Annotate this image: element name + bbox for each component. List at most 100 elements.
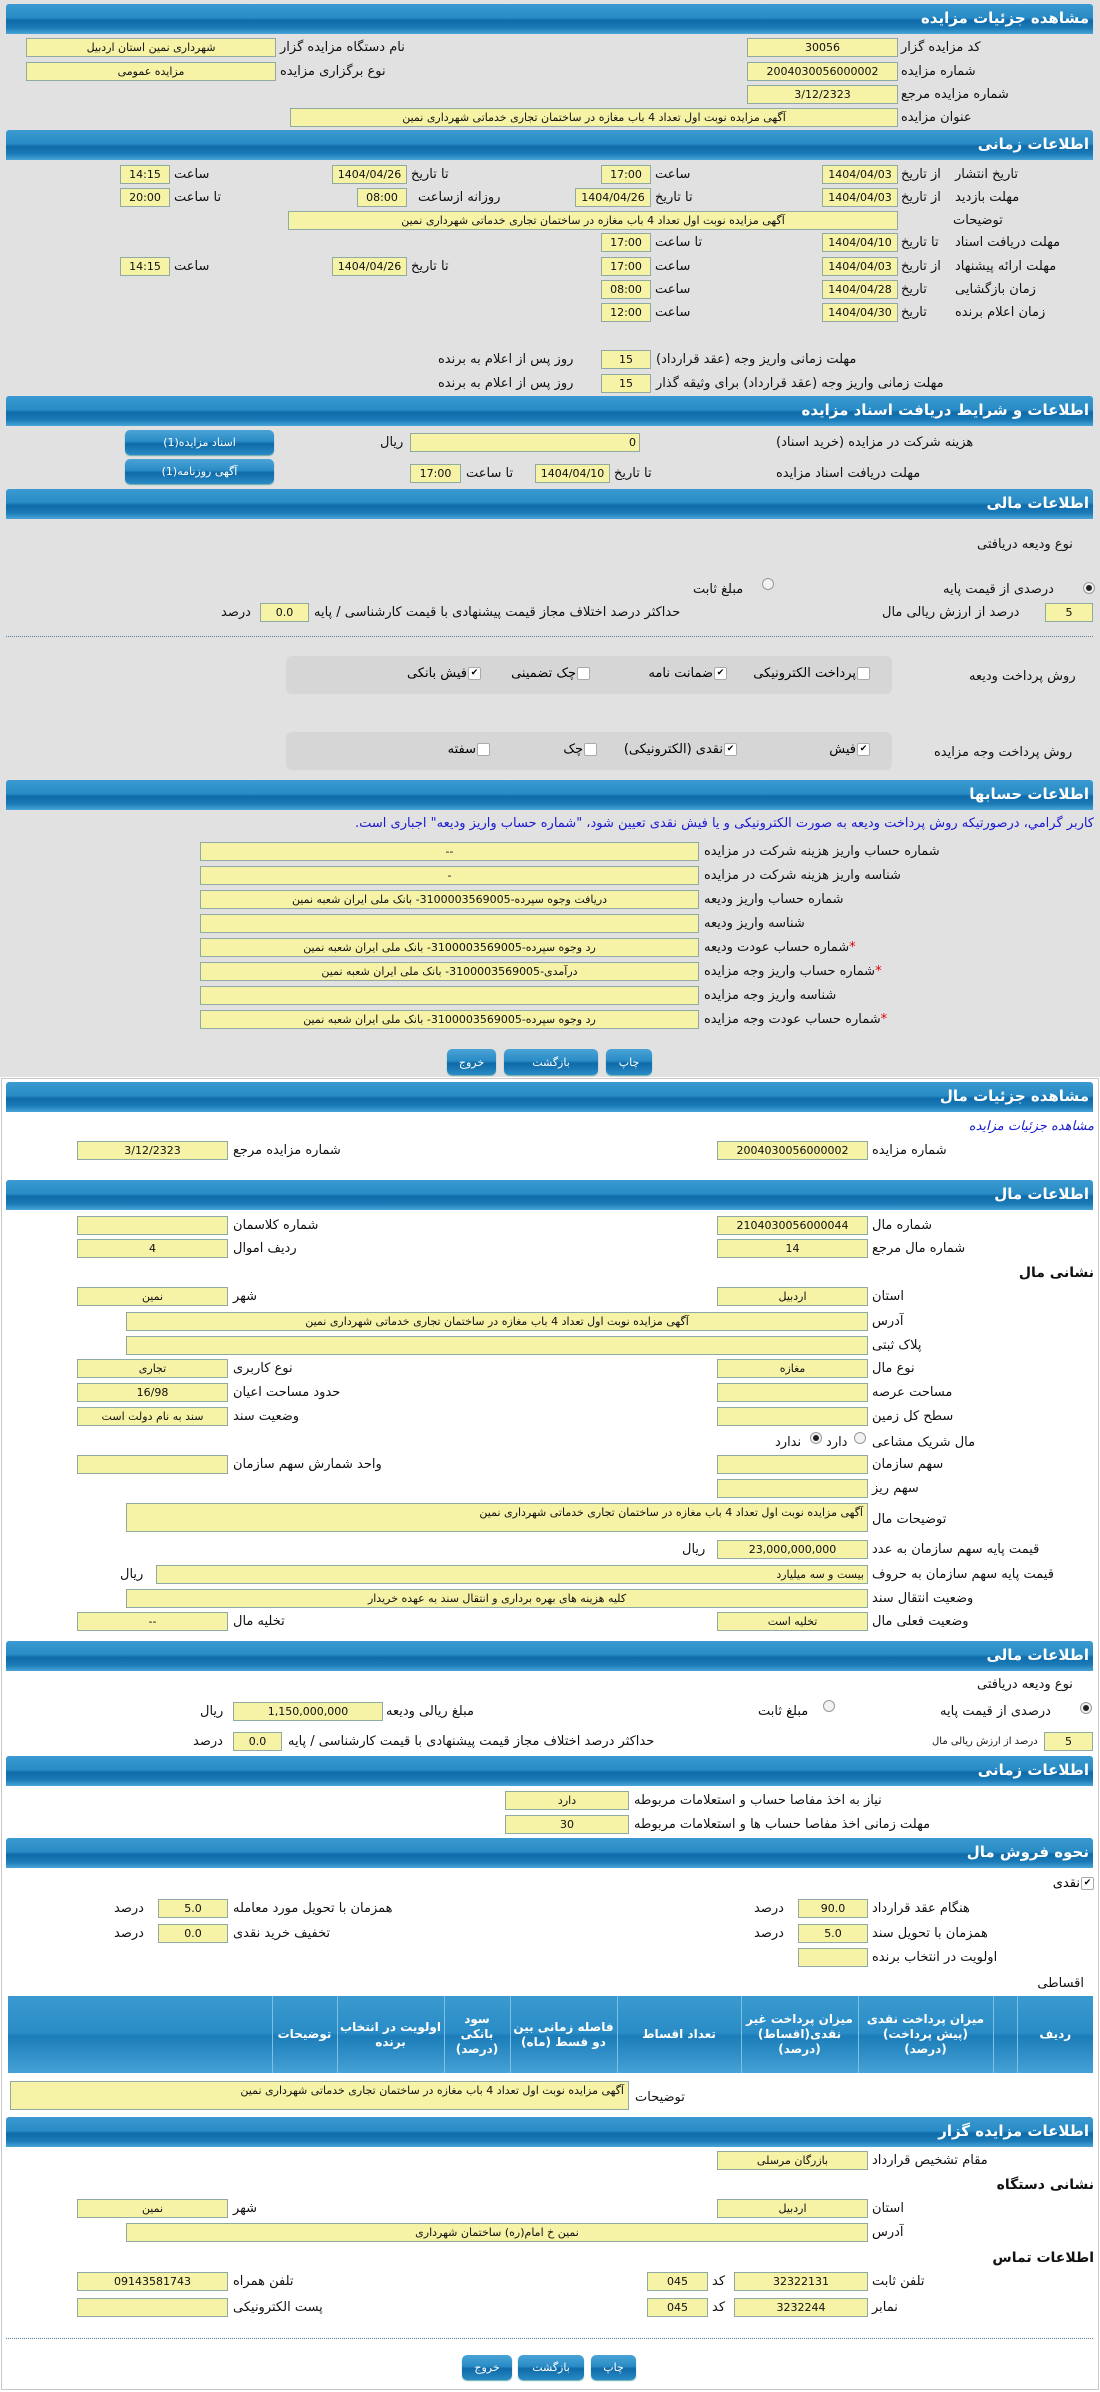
auction-details-link[interactable]: مشاهده جزئیات مزایده [968,1119,1094,1134]
auction-type-field[interactable]: مزایده عمومی [26,62,276,81]
fax-field[interactable]: 3232244 [734,2298,868,2317]
item-transfer[interactable]: کلیه هزینه های بهره برداری و انتقال سند … [126,1589,868,1608]
cash-checkbox[interactable]: ✔ نقدی [1053,1876,1094,1891]
radio-fixed[interactable] [823,1700,835,1712]
checkbox[interactable] [857,667,870,680]
visit-daily-from[interactable]: 08:00 [357,188,407,207]
print-button[interactable]: چاپ [606,1049,652,1075]
radio-percent[interactable] [1083,582,1095,594]
auction-ref-field[interactable]: 3/12/2323 [747,85,898,104]
item-share-unit[interactable] [77,1455,228,1474]
on-delivery-field[interactable]: 5.0 [158,1899,228,1918]
checkbox[interactable] [584,743,597,756]
on-contract-field[interactable]: 90.0 [798,1899,868,1918]
item-evac[interactable]: -- [77,1612,228,1631]
account-field[interactable]: درآمدی-3100003569005- بانک ملی ایران شعب… [200,962,699,981]
phone-field[interactable]: 32322131 [734,2272,868,2291]
exit-button[interactable]: خروج [447,1049,496,1075]
exit-button[interactable]: خروج [462,2355,512,2380]
item-small-share[interactable] [717,1479,868,1498]
radio-fixed[interactable] [762,578,774,590]
visit-from-date[interactable]: 1404/04/03 [822,188,898,207]
deposit-method-bank-slip[interactable]: ✔ فیش بانکی [407,666,481,681]
deposit-method-cheque[interactable]: چک تضمینی [511,666,590,681]
item-province[interactable]: اردبیل [717,1287,868,1306]
item-deed[interactable]: سند به نام دولت است [77,1407,228,1426]
opening-date[interactable]: 1404/04/28 [822,280,898,299]
publish-to-date[interactable]: 1404/04/26 [332,165,407,184]
email-field[interactable] [77,2298,228,2317]
back-button[interactable]: بازگشت [518,2355,584,2380]
checkbox-checked[interactable]: ✔ [468,667,481,680]
max-diff-field[interactable]: 0.0 [260,603,309,622]
visit-to-time[interactable]: 20:00 [120,188,170,207]
docs-to-date[interactable]: 1404/04/10 [822,233,898,252]
checkbox-checked[interactable]: ✔ [714,667,727,680]
clearance-days-field[interactable]: 30 [505,1815,629,1834]
checkbox[interactable] [577,667,590,680]
on-deed-field[interactable]: 5.0 [798,1924,868,1943]
item-plate[interactable] [126,1336,868,1355]
account-field[interactable]: رد وجوه سپرده-3100003569005- بانک ملی ای… [200,1010,699,1029]
item-class[interactable] [77,1216,228,1235]
checkbox-checked[interactable]: ✔ [857,743,870,756]
checkbox-checked[interactable]: ✔ [724,743,737,756]
winner-time[interactable]: 12:00 [601,303,651,322]
org-city[interactable]: نمین [77,2199,228,2218]
publish-to-time[interactable]: 14:15 [120,165,170,184]
publish-from-date[interactable]: 1404/04/03 [822,165,898,184]
auction-docs-button[interactable]: اسناد مزایده(1) [125,430,274,455]
item-row[interactable]: 4 [77,1239,228,1258]
checkbox[interactable] [477,743,490,756]
offer-to-date[interactable]: 1404/04/26 [332,257,407,276]
item-share[interactable] [717,1455,868,1474]
deposit-percent-field[interactable]: 5 [1045,603,1093,622]
item-city[interactable]: نمین [77,1287,228,1306]
pay-method-cheque[interactable]: چک [563,742,597,757]
visit-to-date[interactable]: 1404/04/26 [575,188,651,207]
item-land-area[interactable] [717,1383,868,1402]
opening-time[interactable]: 08:00 [601,280,651,299]
item-price-number[interactable]: 23,000,000,000 [717,1540,868,1559]
auction-subject-field[interactable]: آگهی مزایده نوبت اول تعداد 4 باب مغازه د… [290,108,898,127]
item-ref[interactable]: 14 [717,1239,868,1258]
item-status[interactable]: تخلیه است [717,1612,868,1631]
newspaper-ad-button[interactable]: آگهی روزنامه(1) [125,459,274,484]
docs-deadline-time[interactable]: 17:00 [410,464,461,483]
org-address[interactable]: نمین خ امام(ره) ساختمان شهرداری [126,2223,868,2242]
auction-number-field[interactable]: 2004030056000002 [747,62,898,81]
account-field[interactable] [200,914,699,933]
offer-from-time[interactable]: 17:00 [601,257,651,276]
deposit-percent-field[interactable]: 5 [1044,1732,1093,1751]
radio-shared-yes[interactable] [854,1432,866,1444]
item-number[interactable]: 2104030056000044 [717,1216,868,1235]
offer-from-date[interactable]: 1404/04/03 [822,257,898,276]
account-field[interactable] [200,986,699,1005]
sale-desc[interactable]: آگهی مزایده نوبت اول تعداد 4 باب مغازه د… [10,2081,629,2110]
timing-desc-field[interactable]: آگهی مزایده نوبت اول تعداد 4 باب مغازه د… [288,211,898,230]
item-auction-number[interactable]: 2004030056000002 [717,1141,868,1160]
pay-method-cash[interactable]: ✔ نقدی (الکترونیکی) [624,742,737,757]
pay-method-slip[interactable]: ✔ فیش [829,742,870,757]
checkbox-checked[interactable]: ✔ [1081,1877,1094,1890]
item-kind[interactable]: مغازه [717,1359,868,1378]
fax-code-field[interactable]: 045 [647,2298,708,2317]
item-address[interactable]: آگهی مزایده نوبت اول تعداد 4 باب مغازه د… [126,1312,868,1331]
item-usage[interactable]: تجاری [77,1359,228,1378]
account-field[interactable]: -- [200,842,699,861]
docs-fee-field[interactable]: 0 [410,433,640,452]
radio-shared-no[interactable] [810,1432,822,1444]
organization-field[interactable]: شهرداری نمین استان اردبیل [26,38,276,57]
contract2-days-field[interactable]: 15 [601,374,651,393]
deposit-method-electronic[interactable]: پرداخت الکترونیکی [753,666,870,681]
discount-field[interactable]: 0.0 [158,1924,228,1943]
item-desc[interactable]: آگهی مزایده نوبت اول تعداد 4 باب مغازه د… [126,1503,868,1532]
deposit-amount-field[interactable]: 1,150,000,000 [233,1702,383,1721]
back-button[interactable]: بازگشت [504,1049,598,1075]
publish-from-time[interactable]: 17:00 [601,165,651,184]
auction-code-field[interactable]: 30056 [747,38,898,57]
deposit-method-guarantee[interactable]: ✔ ضمانت نامه [648,666,727,681]
account-field[interactable]: - [200,866,699,885]
docs-to-time[interactable]: 17:00 [601,233,651,252]
clearance-field[interactable]: دارد [505,1791,629,1810]
